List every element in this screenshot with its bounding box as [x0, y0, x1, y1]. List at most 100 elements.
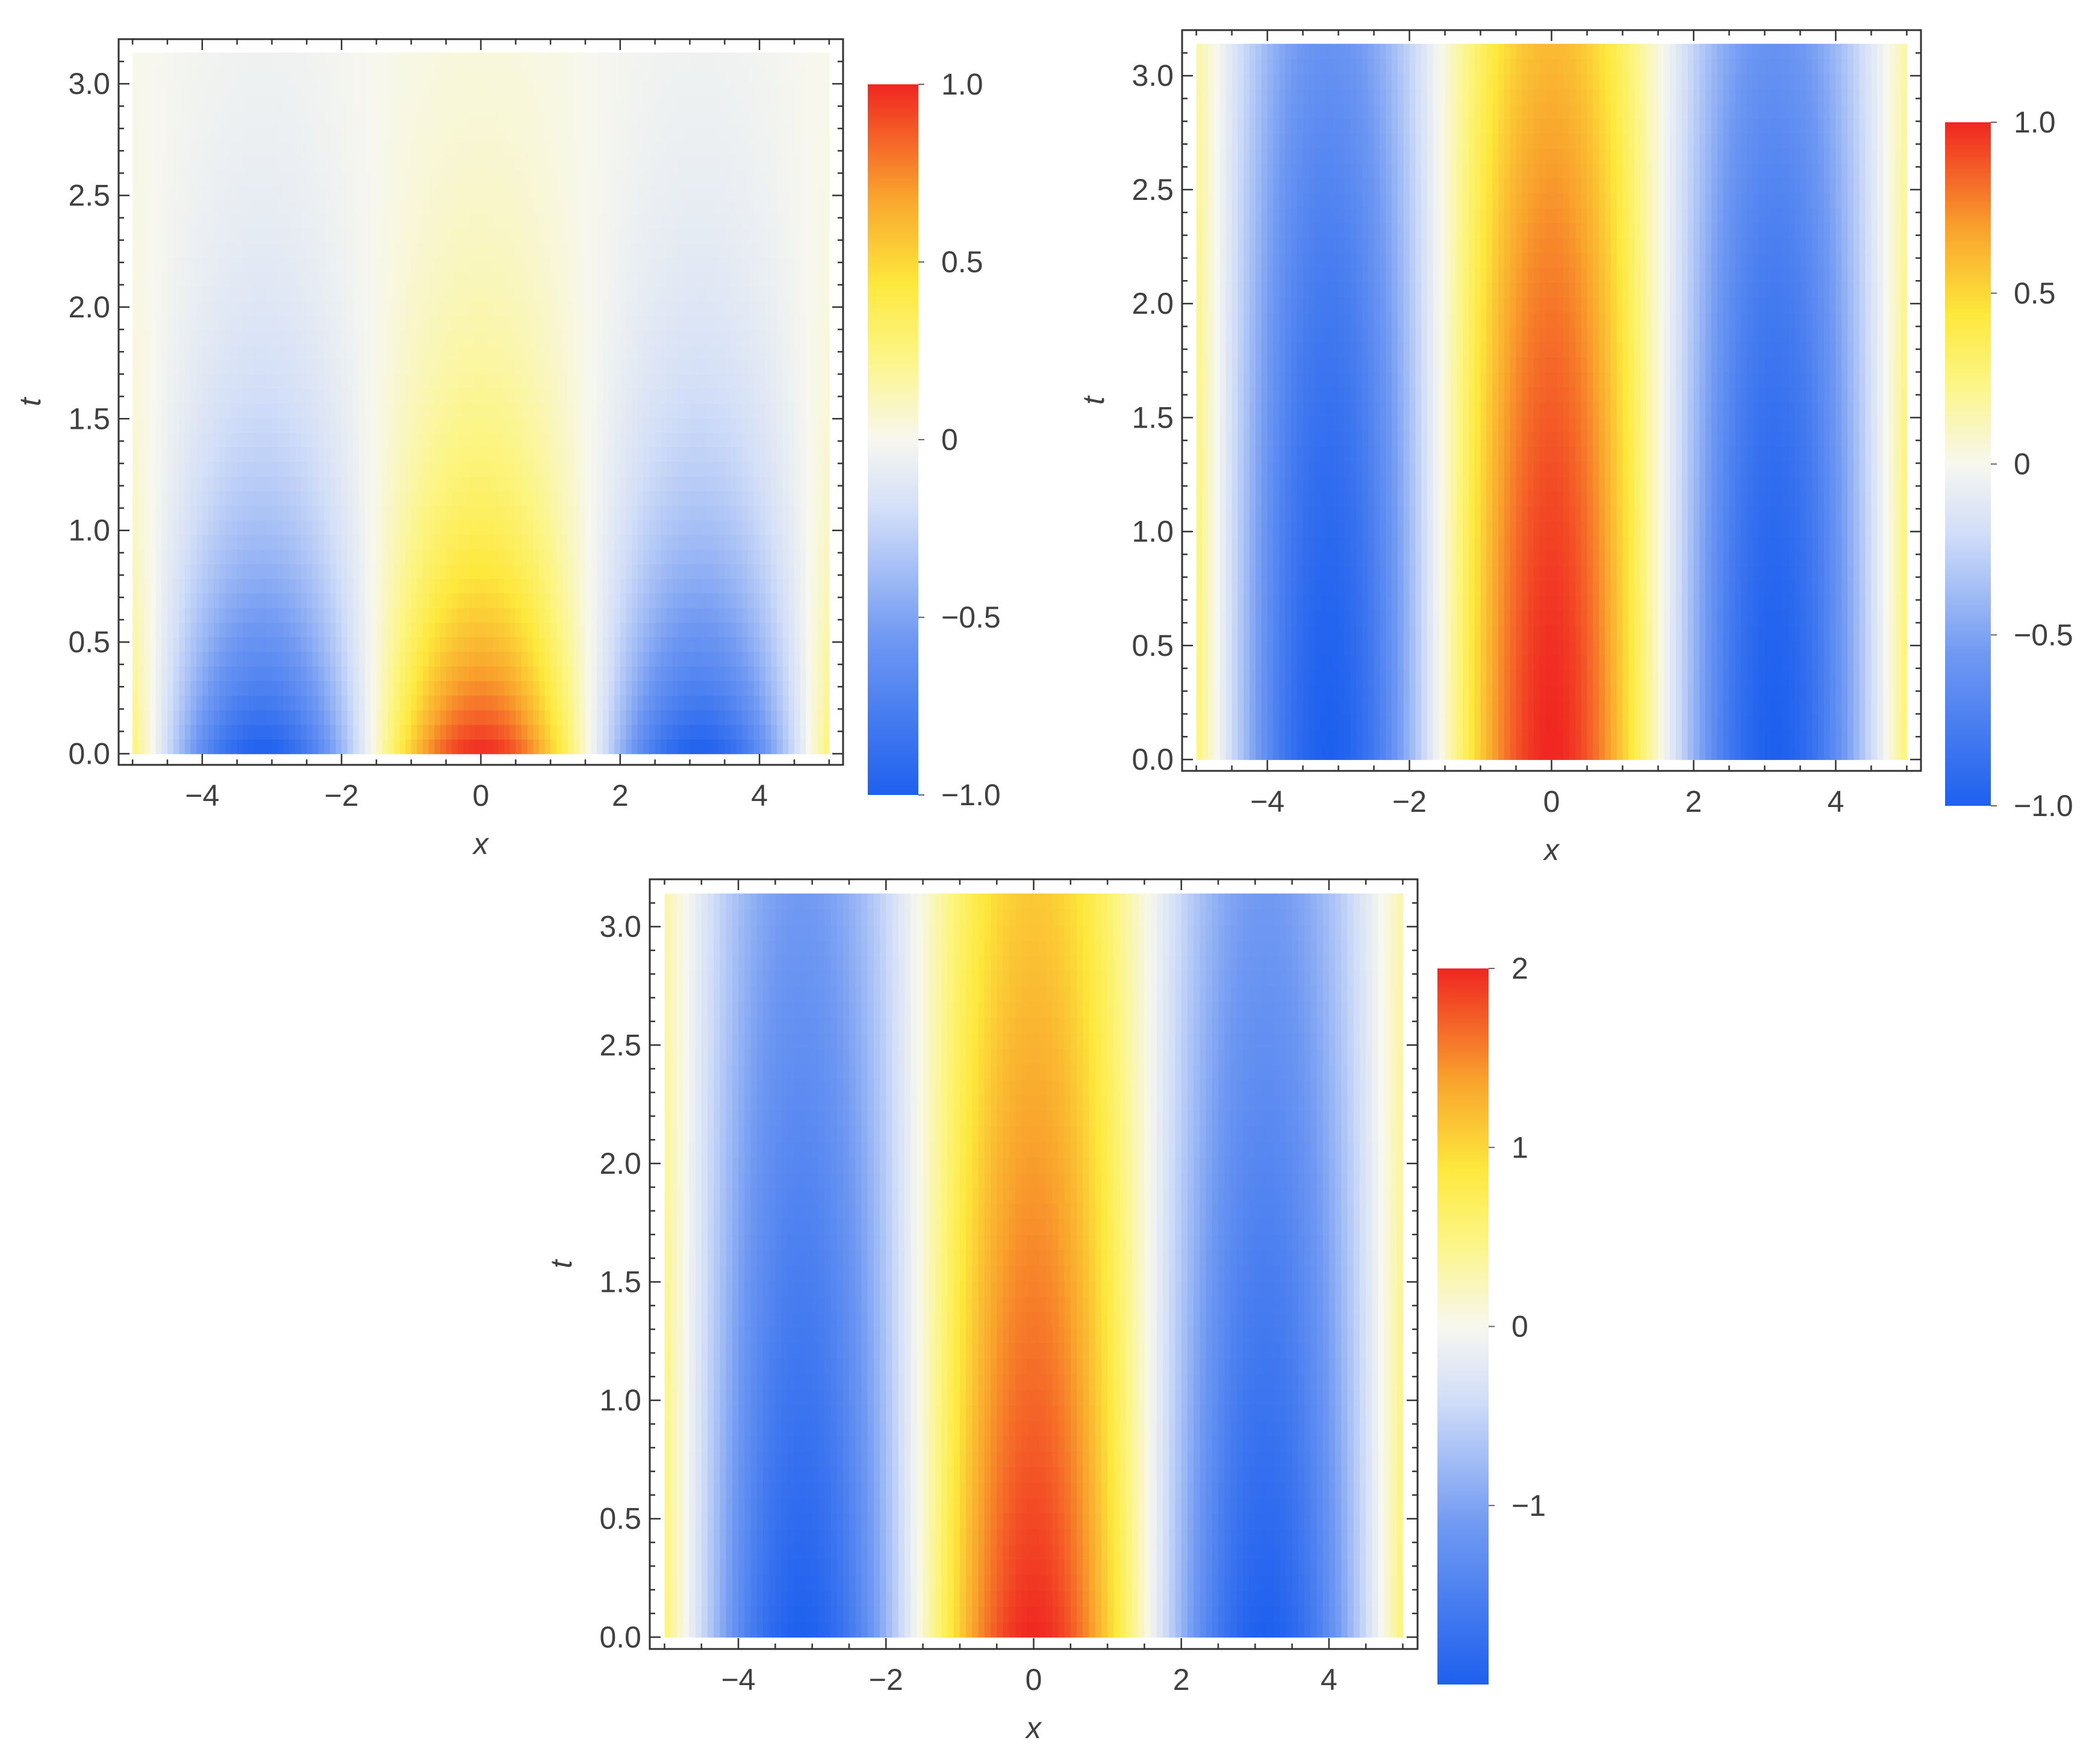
heatmap-cell [161, 709, 168, 725]
heatmap-cell [266, 447, 273, 463]
heatmap-cell [515, 637, 522, 652]
heatmap-cell [487, 169, 493, 185]
heatmap-cell [434, 198, 441, 214]
heatmap-cell [683, 681, 691, 696]
heatmap-cell [248, 198, 255, 214]
heatmap-cell [568, 184, 574, 199]
heatmap-cell [243, 388, 249, 404]
heatmap-cell [614, 403, 621, 419]
heatmap-cell [167, 213, 174, 229]
heatmap-cell [562, 739, 568, 755]
heatmap-cell [573, 476, 581, 491]
heatmap-cell [724, 724, 731, 740]
heatmap-cell [289, 388, 296, 404]
heatmap-cell [417, 184, 423, 199]
heatmap-cell [341, 447, 348, 463]
heatmap-cell [376, 651, 383, 667]
heatmap-cell [515, 476, 522, 491]
heatmap-cell [446, 169, 453, 185]
heatmap-cell [515, 242, 522, 258]
heatmap-cell [440, 578, 447, 594]
heatmap-cell [335, 665, 342, 681]
heatmap-cell [817, 344, 824, 360]
heatmap-cell [202, 257, 209, 272]
heatmap-cell [173, 739, 180, 755]
heatmap-cell [150, 637, 157, 652]
heatmap-cell [632, 301, 638, 316]
heatmap-cell [533, 373, 540, 389]
heatmap-cell [777, 709, 783, 725]
heatmap-cell [620, 213, 627, 229]
heatmap-cell [138, 169, 145, 185]
heatmap-cell [457, 301, 464, 316]
heatmap-cell [231, 330, 238, 346]
heatmap-cell [811, 709, 818, 725]
heatmap-cell [498, 198, 505, 214]
heatmap-cell [632, 637, 638, 652]
heatmap-cell [724, 564, 731, 579]
heatmap-cell [341, 417, 348, 433]
heatmap-cell [417, 198, 423, 214]
heatmap-cell [196, 665, 203, 681]
heatmap-cell [544, 373, 551, 389]
heatmap-cell [132, 447, 139, 463]
heatmap-cell [196, 651, 203, 667]
heatmap-cell [161, 622, 168, 638]
heatmap-cell [475, 155, 482, 170]
heatmap-cell [794, 681, 801, 696]
heatmap-cell [568, 213, 574, 229]
heatmap-cell [295, 549, 302, 564]
heatmap-cell [266, 695, 273, 711]
heatmap-cell [736, 301, 743, 316]
heatmap-cell [475, 476, 482, 491]
heatmap-cell [161, 301, 168, 316]
heatmap-cell [382, 593, 389, 608]
heatmap-cell [144, 564, 151, 579]
heatmap-cell [608, 724, 615, 740]
heatmap-cell [382, 447, 389, 463]
heatmap-cell [289, 724, 296, 740]
heatmap-cell [440, 330, 447, 346]
heatmap-cell [765, 155, 772, 170]
heatmap-cell [637, 505, 644, 521]
heatmap-cell [202, 184, 209, 199]
heatmap-cell [701, 593, 708, 608]
heatmap-cell [568, 739, 574, 755]
heatmap-cell [823, 155, 830, 170]
heatmap-cell [718, 315, 726, 331]
heatmap-cell [817, 593, 824, 608]
heatmap-cell [747, 388, 755, 404]
heatmap-cell [620, 242, 627, 258]
heatmap-cell [132, 607, 139, 623]
heatmap-cell [295, 198, 302, 214]
heatmap-cell [452, 476, 458, 491]
heatmap-cell [661, 724, 667, 740]
heatmap-cell [272, 242, 278, 258]
heatmap-cell [655, 651, 662, 667]
heatmap-cell [231, 257, 238, 272]
heatmap-cell [683, 695, 691, 711]
heatmap-cell [538, 651, 546, 667]
heatmap-cell [713, 373, 720, 389]
heatmap-cell [661, 476, 667, 491]
heatmap-cell [364, 490, 372, 506]
heatmap-cell [753, 388, 760, 404]
heatmap-cell [753, 549, 760, 564]
heatmap-cell [231, 549, 238, 564]
heatmap-cell [701, 257, 708, 272]
heatmap-cell [753, 301, 760, 316]
heatmap-cell [179, 155, 185, 170]
heatmap-cell [696, 155, 702, 170]
heatmap-cell [318, 490, 325, 506]
heatmap-cell [457, 534, 464, 550]
heatmap-cell [521, 315, 528, 331]
heatmap-cell [469, 301, 476, 316]
heatmap-cell [307, 665, 313, 681]
heatmap-cell [515, 724, 522, 740]
heatmap-cell [643, 286, 650, 302]
heatmap-cell [730, 637, 737, 652]
heatmap-cell [544, 607, 551, 623]
heatmap-cell [300, 257, 308, 272]
heatmap-cell [538, 169, 546, 185]
heatmap-cell [597, 184, 603, 199]
